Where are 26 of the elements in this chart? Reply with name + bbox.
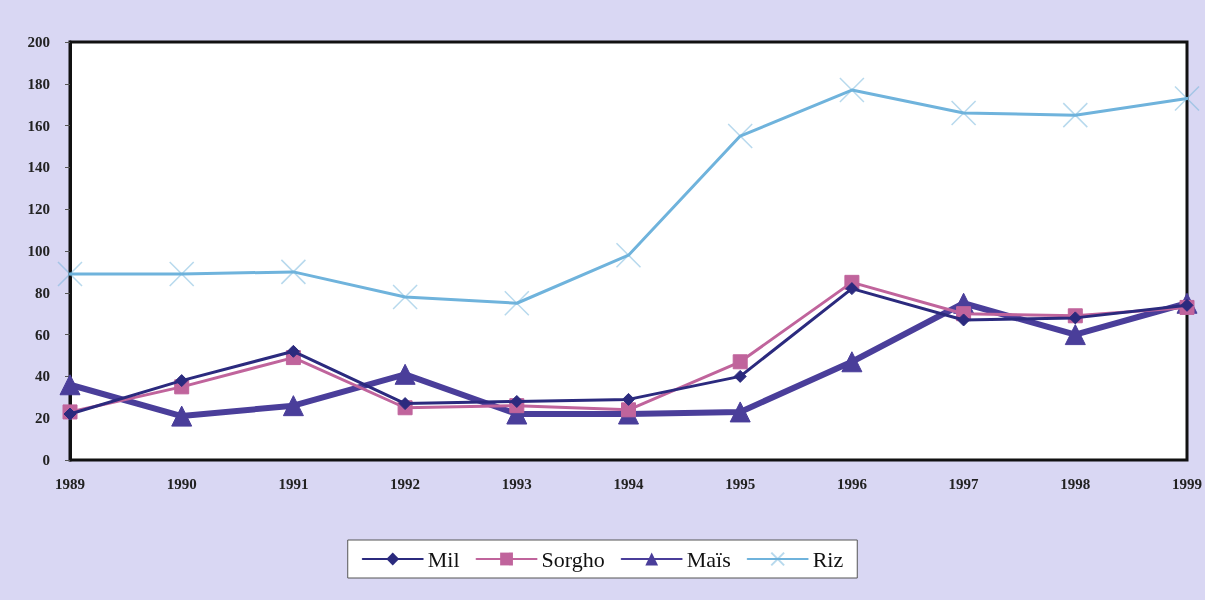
- legend-label: Sorgho: [541, 546, 605, 572]
- legend-label: Mil: [427, 546, 460, 572]
- y-tick-label: 140: [27, 159, 50, 176]
- x-tick-label: 1991: [278, 475, 309, 492]
- y-tick-label: 200: [27, 34, 50, 50]
- x-tick-label: 1994: [613, 475, 644, 492]
- y-tick-label: 100: [27, 243, 50, 259]
- y-tick-label: 80: [35, 284, 50, 301]
- y-tick-label: 0: [42, 452, 50, 468]
- legend-label: Riz: [812, 546, 844, 572]
- y-tick-label: 180: [27, 75, 50, 92]
- y-tick-label: 40: [35, 368, 50, 385]
- legend-label: Maïs: [686, 546, 731, 572]
- y-tick-label: 20: [35, 410, 50, 427]
- x-tick-label: 1989: [55, 475, 85, 492]
- x-tick-label: 1995: [725, 475, 756, 492]
- x-tick-label: 1992: [390, 475, 421, 492]
- x-tick-label: 1996: [836, 475, 868, 492]
- x-tick-label: 1999: [1172, 475, 1202, 492]
- x-tick-label: 1998: [1060, 475, 1091, 492]
- x-tick-label: 1997: [948, 475, 980, 492]
- x-tick-label: 1993: [501, 475, 532, 492]
- x-tick-label: 1990: [166, 475, 197, 492]
- y-tick-label: 160: [27, 117, 50, 134]
- y-tick-label: 120: [27, 201, 50, 218]
- y-tick-label: 60: [35, 326, 50, 343]
